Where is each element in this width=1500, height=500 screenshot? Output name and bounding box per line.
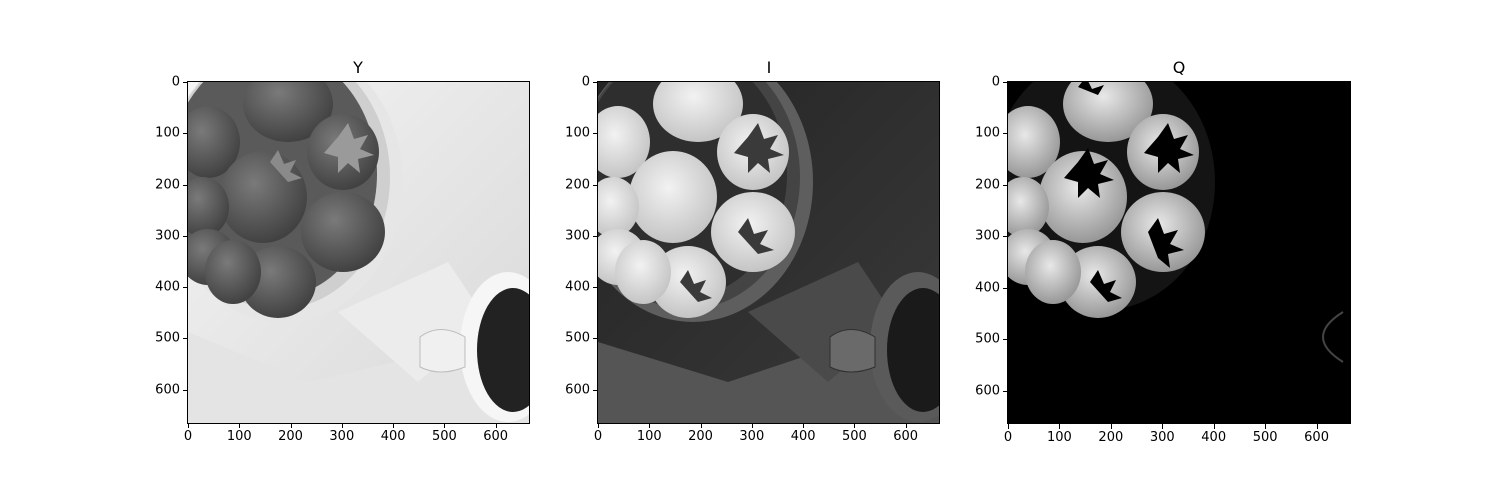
y-tick-label: 100 xyxy=(565,125,590,141)
y-tick-label: 200 xyxy=(975,177,1000,193)
x-tick-mark xyxy=(803,423,805,428)
y-tick-mark xyxy=(183,338,188,340)
image-i-inphase xyxy=(598,82,939,423)
x-tick-label: 0 xyxy=(593,429,603,444)
x-tick-mark xyxy=(1008,424,1009,429)
y-tick-mark xyxy=(593,82,598,83)
y-tick-label: 0 xyxy=(581,74,590,90)
x-tick-label: 400 xyxy=(790,429,816,444)
x-tick-mark xyxy=(239,423,241,428)
y-tick-label: 100 xyxy=(155,125,180,141)
x-tick-label: 600 xyxy=(1304,430,1329,445)
y-tick-label: 300 xyxy=(155,228,180,244)
y-tick-label: 100 xyxy=(975,125,1000,141)
x-tick-mark xyxy=(1059,424,1061,429)
x-tick-label: 400 xyxy=(1201,430,1227,445)
y-tick-mark xyxy=(1003,82,1008,83)
image-q-quadrature xyxy=(1008,82,1350,423)
y-tick-mark xyxy=(593,133,598,135)
x-tick-label: 100 xyxy=(226,429,252,444)
x-tick-label: 200 xyxy=(278,429,303,444)
y-tick-label: 400 xyxy=(975,280,1000,296)
y-tick-mark xyxy=(593,389,598,391)
y-tick-label: 500 xyxy=(565,330,590,346)
y-tick-mark xyxy=(1003,236,1008,238)
x-tick-mark xyxy=(598,423,599,428)
y-tick-label: 300 xyxy=(565,228,590,244)
y-tick-label: 0 xyxy=(171,74,180,90)
y-tick-label: 600 xyxy=(565,382,590,398)
panel-title-y: Y xyxy=(353,58,363,77)
x-tick-mark xyxy=(444,423,446,428)
x-tick-mark xyxy=(700,423,702,428)
x-tick-label: 500 xyxy=(1252,430,1278,445)
x-tick-label: 0 xyxy=(183,429,193,444)
y-tick-mark xyxy=(593,235,598,237)
y-tick-mark xyxy=(1003,390,1008,392)
y-tick-mark xyxy=(183,287,188,289)
y-tick-label: 600 xyxy=(155,382,180,398)
x-tick-mark xyxy=(341,423,343,428)
y-tick-mark xyxy=(183,82,188,83)
x-tick-label: 400 xyxy=(380,429,406,444)
y-tick-mark xyxy=(593,338,598,340)
y-tick-mark xyxy=(1003,133,1008,135)
y-tick-label: 500 xyxy=(975,331,1000,347)
x-tick-mark xyxy=(1162,424,1164,429)
x-tick-label: 0 xyxy=(1003,430,1013,445)
x-tick-label: 500 xyxy=(841,429,867,444)
x-tick-label: 100 xyxy=(1047,430,1072,445)
x-tick-mark xyxy=(1316,424,1318,429)
y-tick-mark xyxy=(593,287,598,289)
x-tick-label: 300 xyxy=(329,429,355,444)
y-tick-label: 0 xyxy=(991,74,1000,90)
y-tick-label: 400 xyxy=(565,279,590,295)
x-tick-label: 600 xyxy=(483,429,509,444)
y-tick-mark xyxy=(1003,339,1008,341)
x-tick-mark xyxy=(751,423,753,428)
x-tick-label: 200 xyxy=(1098,430,1124,445)
x-tick-mark xyxy=(188,423,189,428)
x-tick-mark xyxy=(1265,424,1267,429)
q-channel-image xyxy=(1008,82,1350,423)
x-tick-mark xyxy=(905,423,907,428)
y-tick-mark xyxy=(1003,287,1008,289)
x-tick-label: 500 xyxy=(431,429,457,444)
x-tick-mark xyxy=(649,423,651,428)
y-tick-mark xyxy=(593,184,598,186)
panel-title-q: Q xyxy=(1172,58,1186,77)
y-tick-mark xyxy=(183,235,188,237)
x-tick-mark xyxy=(854,423,856,428)
panel-title-i: I xyxy=(766,58,772,77)
y-tick-mark xyxy=(183,389,188,391)
x-tick-label: 300 xyxy=(739,429,765,444)
y-tick-label: 200 xyxy=(155,177,180,193)
y-channel-image xyxy=(188,82,529,423)
x-tick-label: 600 xyxy=(893,429,919,444)
y-tick-mark xyxy=(183,184,188,186)
x-tick-label: 300 xyxy=(1149,430,1175,445)
y-tick-label: 200 xyxy=(565,177,590,193)
y-tick-label: 400 xyxy=(155,279,180,295)
x-tick-mark xyxy=(1110,424,1112,429)
image-y-luminance xyxy=(188,82,529,423)
x-tick-mark xyxy=(393,423,395,428)
x-tick-label: 100 xyxy=(636,429,662,444)
x-tick-label: 200 xyxy=(688,429,713,444)
x-tick-mark xyxy=(495,423,497,428)
y-tick-label: 600 xyxy=(975,383,1000,399)
y-tick-label: 300 xyxy=(975,228,1000,244)
x-tick-mark xyxy=(290,423,292,428)
y-tick-label: 500 xyxy=(155,330,180,346)
x-tick-mark xyxy=(1213,424,1215,429)
y-tick-mark xyxy=(1003,184,1008,186)
i-channel-image xyxy=(598,82,939,423)
y-tick-mark xyxy=(183,133,188,135)
